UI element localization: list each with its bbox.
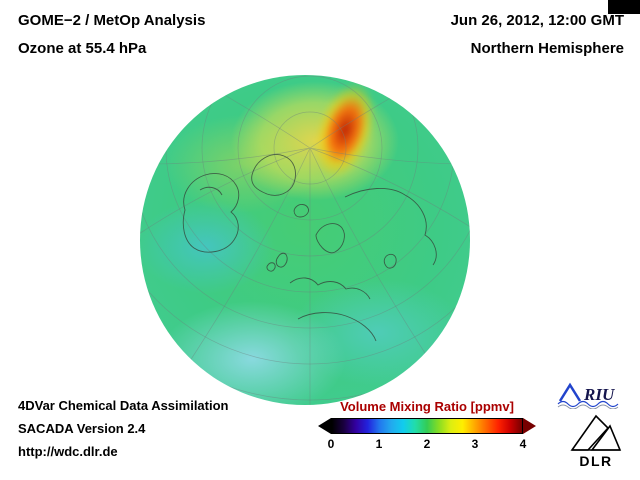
colorbar-title: Volume Mixing Ratio [ppmv] bbox=[340, 399, 514, 414]
ozone-globe-map bbox=[140, 75, 470, 405]
riu-logo: RIU bbox=[557, 382, 619, 409]
sacada-version: SACADA Version 2.4 bbox=[18, 421, 146, 436]
tick-0: 0 bbox=[327, 437, 335, 451]
wdc-url: http://wdc.dlr.de bbox=[18, 444, 118, 459]
analysis-title: GOME−2 / MetOp Analysis bbox=[18, 12, 206, 29]
colorbar: Volume Mixing Ratio [ppmv] 0 1 2 3 4 bbox=[318, 399, 536, 451]
pressure-level-title: Ozone at 55.4 hPa bbox=[18, 40, 147, 57]
corner-black-box bbox=[608, 0, 640, 14]
colorbar-bar bbox=[318, 418, 536, 434]
tick-4: 4 bbox=[519, 437, 527, 451]
coastlines bbox=[182, 154, 437, 342]
dlr-logo-text: DLR bbox=[579, 453, 612, 469]
colorbar-ticks: 0 1 2 3 4 bbox=[327, 437, 527, 451]
assimilation-credit: 4DVar Chemical Data Assimilation bbox=[18, 398, 229, 413]
dlr-logo: DLR bbox=[570, 414, 622, 469]
tick-3: 3 bbox=[471, 437, 479, 451]
colorbar-left-arrow bbox=[318, 418, 331, 434]
colorbar-gradient bbox=[331, 418, 523, 434]
tick-1: 1 bbox=[375, 437, 383, 451]
globe-overlay bbox=[140, 75, 470, 405]
hemisphere-label: Northern Hemisphere bbox=[470, 40, 624, 57]
colorbar-right-arrow bbox=[523, 418, 536, 434]
graticule-parallels bbox=[140, 75, 470, 401]
riu-logo-text: RIU bbox=[583, 385, 615, 404]
tick-2: 2 bbox=[423, 437, 431, 451]
datetime-label: Jun 26, 2012, 12:00 GMT bbox=[450, 12, 624, 29]
